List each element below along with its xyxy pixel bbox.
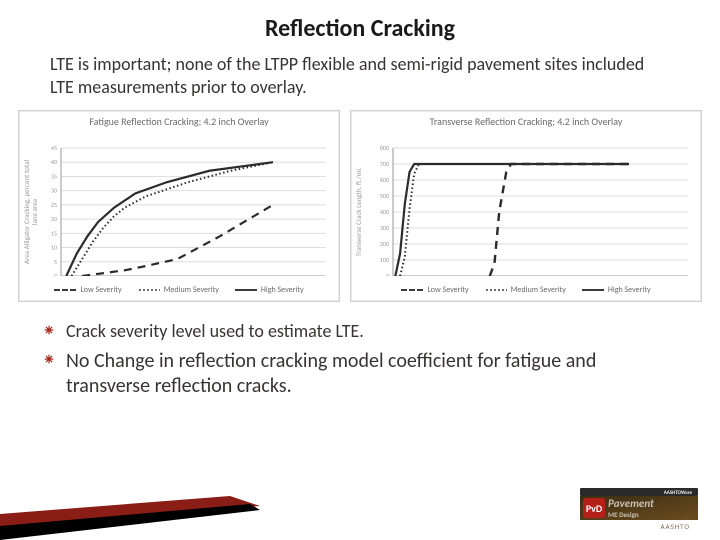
charts-row: Fatigue Reflection Cracking; 4.2 inch Ov… <box>0 98 720 302</box>
svg-text:AASHTO: AASHTO <box>660 522 690 531</box>
svg-text:30: 30 <box>51 187 57 195</box>
chart-fatigue-title: Fatigue Reflection Cracking; 4.2 inch Ov… <box>19 111 339 128</box>
bullet-text: No Change in reflection cracking model c… <box>66 349 670 399</box>
chart-transverse-title: Transverse Reflection Cracking; 4.2 inch… <box>351 111 701 128</box>
svg-text:500: 500 <box>380 192 389 200</box>
svg-text:Transverse Crack Length, ft./m: Transverse Crack Length, ft./mi. <box>354 167 363 256</box>
bullet-item: No Change in reflection cracking model c… <box>44 349 670 399</box>
svg-text:35: 35 <box>51 172 57 180</box>
intro-text: LTE is important; none of the LTPP flexi… <box>0 43 720 98</box>
slide-root: { "title": { "text": "Reflection Crackin… <box>0 0 720 540</box>
logo-pavement-me: AASHTOWare PvD Pavement ME Design AASHTO <box>580 488 698 532</box>
corner-accent <box>0 496 260 540</box>
page-title: Reflection Cracking <box>0 0 720 43</box>
svg-text:ME Design: ME Design <box>608 510 639 519</box>
svg-text:800: 800 <box>380 144 389 152</box>
chart-transverse: Transverse Reflection Cracking; 4.2 inch… <box>350 110 702 302</box>
svg-text:lane area: lane area <box>30 199 39 225</box>
svg-text:300: 300 <box>380 224 389 232</box>
svg-text:5: 5 <box>54 258 57 266</box>
svg-text:45: 45 <box>51 144 57 152</box>
svg-text:200: 200 <box>380 240 389 248</box>
svg-text:20: 20 <box>51 215 57 223</box>
svg-text:0: 0 <box>386 272 389 276</box>
svg-text:100: 100 <box>380 256 389 264</box>
chart-fatigue-legend: Low SeverityMedium SeverityHigh Severity <box>19 281 339 300</box>
chart-transverse-svg: 01002003004005006007008000510152025Age, … <box>351 128 701 276</box>
bullet-text: Crack severity level used to estimate LT… <box>66 320 364 343</box>
svg-text:Pavement: Pavement <box>608 497 654 510</box>
svg-text:PvD: PvD <box>586 502 603 515</box>
chart-fatigue: Fatigue Reflection Cracking; 4.2 inch Ov… <box>18 110 340 302</box>
svg-text:10: 10 <box>51 244 57 252</box>
chart-fatigue-svg: 0510152025303540450510152025Age, yearsAr… <box>19 128 339 276</box>
svg-text:0: 0 <box>54 272 57 276</box>
svg-text:AASHTOWare: AASHTOWare <box>664 490 693 496</box>
svg-text:400: 400 <box>380 208 389 216</box>
chart-transverse-legend: Low SeverityMedium SeverityHigh Severity <box>351 281 701 300</box>
svg-text:15: 15 <box>51 229 57 237</box>
svg-text:600: 600 <box>380 176 389 184</box>
svg-text:25: 25 <box>51 201 57 209</box>
svg-text:40: 40 <box>51 158 57 166</box>
bullet-item: Crack severity level used to estimate LT… <box>44 320 670 343</box>
burst-icon <box>44 354 54 364</box>
svg-text:700: 700 <box>380 160 389 168</box>
bullet-list: Crack severity level used to estimate LT… <box>0 302 720 399</box>
burst-icon <box>44 325 54 335</box>
